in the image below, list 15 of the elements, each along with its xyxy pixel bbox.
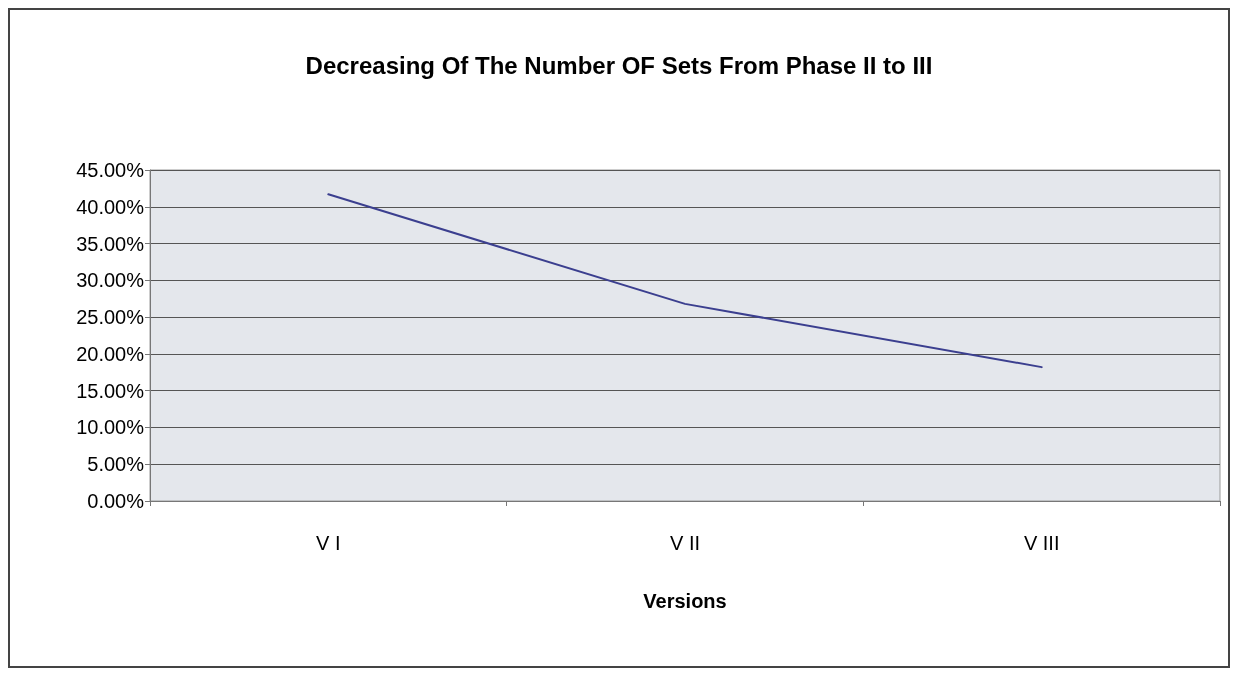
y-tick-label: 5.00% bbox=[87, 453, 145, 476]
y-tick-label: 0.00% bbox=[87, 490, 145, 512]
x-tick-label: V II bbox=[669, 532, 701, 554]
y-tick-label: 35.00% bbox=[76, 232, 145, 255]
y-tick-label: 30.00% bbox=[76, 269, 145, 292]
chart-title: Decreasing Of The Number OF Sets From Phase II to III bbox=[305, 51, 933, 79]
y-tick-label: 10.00% bbox=[76, 416, 145, 439]
x-axis-title: Versions bbox=[643, 590, 727, 612]
y-tick-label: 15.00% bbox=[76, 379, 145, 402]
y-tick-label: 40.00% bbox=[76, 195, 145, 218]
y-tick-label: 45.00% bbox=[76, 159, 145, 181]
y-tick-label: 20.00% bbox=[76, 342, 145, 365]
x-tick-label: V III bbox=[1023, 532, 1060, 554]
x-tick-label: V I bbox=[316, 532, 341, 554]
y-tick-label: 25.00% bbox=[76, 306, 145, 329]
